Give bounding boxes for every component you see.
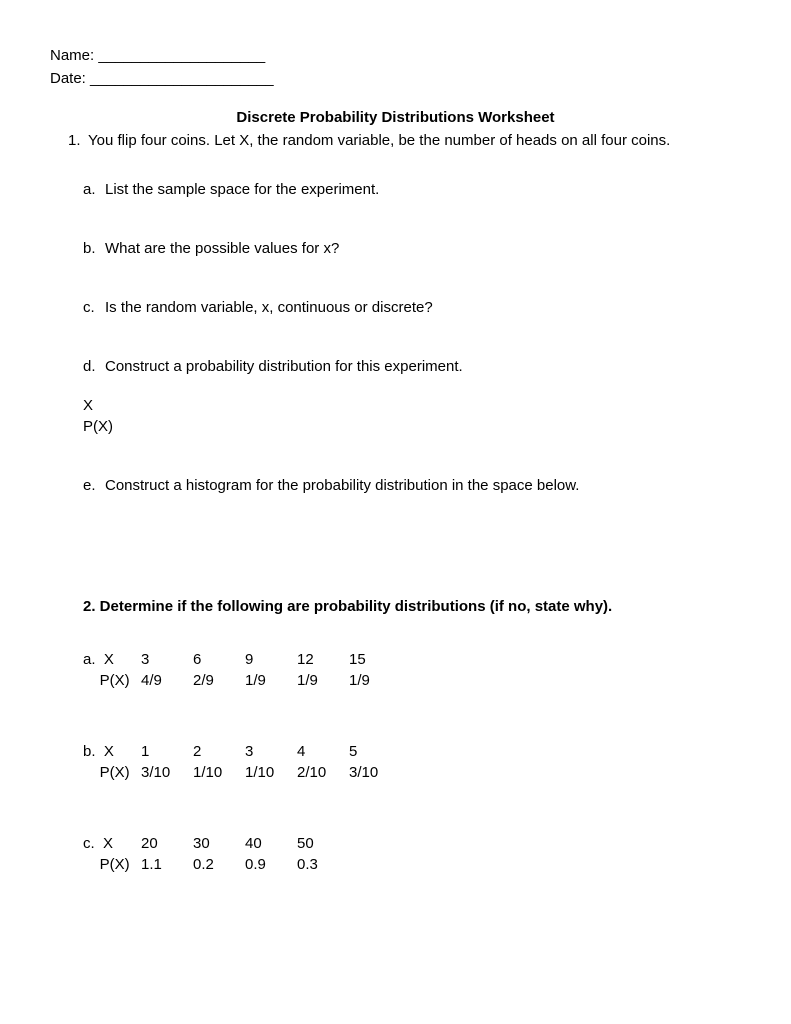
q2b-x-label: b. X: [83, 741, 141, 762]
q2c-x-label: c. X: [83, 833, 141, 854]
q1-text: You flip four coins. Let X, the random v…: [88, 132, 670, 149]
table-cell: 2/9: [193, 670, 245, 691]
q2a-x-label: a. X: [83, 649, 141, 670]
q1c-letter: c.: [83, 297, 95, 318]
q2c-table: c. X 20 30 40 50 P(X) 1.1 0.2 0.9 0.3: [50, 833, 741, 875]
table-cell: 5: [349, 741, 401, 762]
q1-number: 1.: [68, 130, 81, 151]
q1c: c. Is the random variable, x, continuous…: [50, 297, 741, 318]
table-cell: 1/10: [245, 762, 297, 783]
q1d: d. Construct a probability distribution …: [50, 356, 741, 377]
q1b: b. What are the possible values for x?: [50, 238, 741, 259]
q1e-letter: e.: [83, 475, 96, 496]
question-2: 2. Determine if the following are probab…: [50, 596, 741, 617]
table-cell: 1.1: [141, 854, 193, 875]
worksheet-title: Discrete Probability Distributions Works…: [50, 107, 741, 128]
table-cell: 1/9: [245, 670, 297, 691]
table-cell: 1/9: [349, 670, 401, 691]
table-cell: 2/10: [297, 762, 349, 783]
table-cell: 2: [193, 741, 245, 762]
table-cell: 4/9: [141, 670, 193, 691]
q1a-letter: a.: [83, 179, 96, 200]
table-cell: 0.9: [245, 854, 297, 875]
table-cell: 3/10: [349, 762, 401, 783]
q1d-text: Construct a probability distribution for…: [105, 358, 463, 375]
q1b-text: What are the possible values for x?: [105, 240, 339, 257]
table-cell: 30: [193, 833, 245, 854]
table-cell: 1/10: [193, 762, 245, 783]
q2c-px-label: P(X): [83, 854, 141, 875]
table-cell: 1: [141, 741, 193, 762]
table-cell: 0.2: [193, 854, 245, 875]
q2a-px-label: P(X): [83, 670, 141, 691]
table-cell: 50: [297, 833, 349, 854]
table-cell: 20: [141, 833, 193, 854]
q2a-table: a. X 3 6 9 12 15 P(X) 4/9 2/9 1/9 1/9 1/…: [50, 649, 741, 691]
q1d-table: X P(X): [50, 395, 741, 437]
table-px-label: P(X): [83, 416, 741, 437]
date-field: Date: ______________________: [50, 68, 741, 89]
q2b-table: b. X 1 2 3 4 5 P(X) 3/10 1/10 1/10 2/10 …: [50, 741, 741, 783]
q1e-text: Construct a histogram for the probabilit…: [105, 477, 579, 494]
q1c-text: Is the random variable, x, continuous or…: [105, 299, 433, 316]
q1b-letter: b.: [83, 238, 96, 259]
table-cell: 9: [245, 649, 297, 670]
table-cell: 12: [297, 649, 349, 670]
q2b-px-label: P(X): [83, 762, 141, 783]
table-cell: 3: [245, 741, 297, 762]
table-cell: 3: [141, 649, 193, 670]
q1d-letter: d.: [83, 356, 96, 377]
table-cell: 3/10: [141, 762, 193, 783]
q1a-text: List the sample space for the experiment…: [105, 181, 379, 198]
table-cell: 40: [245, 833, 297, 854]
table-cell: 4: [297, 741, 349, 762]
table-cell: 6: [193, 649, 245, 670]
table-x-label: X: [83, 395, 741, 416]
name-field: Name: ____________________: [50, 45, 741, 66]
question-1: 1. You flip four coins. Let X, the rando…: [50, 130, 741, 151]
table-cell: 1/9: [297, 670, 349, 691]
q1a: a. List the sample space for the experim…: [50, 179, 741, 200]
q1e: e. Construct a histogram for the probabi…: [50, 475, 741, 496]
table-cell: 0.3: [297, 854, 349, 875]
table-cell: 15: [349, 649, 401, 670]
